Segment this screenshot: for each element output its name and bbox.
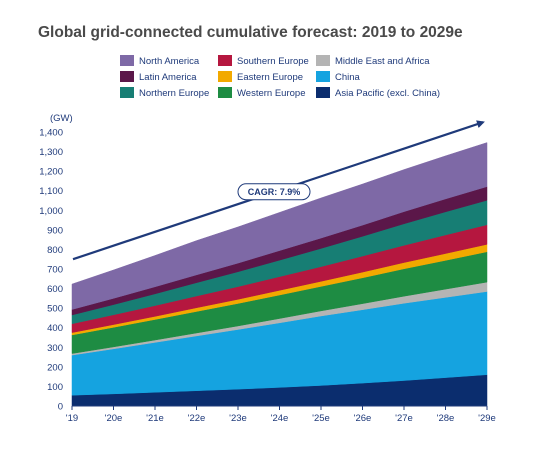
x-tick-label: '29e bbox=[478, 413, 496, 424]
legend-swatch bbox=[120, 71, 134, 82]
legend-label: North America bbox=[139, 56, 200, 67]
legend-item-middle-east-and-africa: Middle East and Africa bbox=[316, 55, 430, 67]
x-tick-label: '21e bbox=[146, 413, 164, 424]
legend-item-southern-europe: Southern Europe bbox=[218, 55, 309, 67]
legend-swatch bbox=[218, 55, 232, 66]
area-north-america bbox=[71, 142, 488, 310]
legend-item-latin-america: Latin America bbox=[120, 71, 197, 83]
legend-swatch bbox=[316, 71, 330, 82]
legend-swatch bbox=[316, 55, 330, 66]
legend-item-asia-pacific-excl-china: Asia Pacific (excl. China) bbox=[316, 87, 440, 99]
x-tick-label: '20e bbox=[105, 413, 123, 424]
y-tick-label: 1,300 bbox=[39, 147, 63, 158]
legend-label: Asia Pacific (excl. China) bbox=[335, 88, 440, 99]
x-tick-label: '27e bbox=[395, 413, 413, 424]
chart-title: Global grid-connected cumulative forecas… bbox=[38, 24, 463, 41]
y-tick-label: 700 bbox=[47, 265, 63, 276]
y-tick-label: 1,400 bbox=[39, 128, 63, 139]
cagr-label: CAGR: 7.9% bbox=[248, 187, 301, 197]
y-tick-label: 0 bbox=[58, 402, 63, 413]
legend-item-eastern-europe: Eastern Europe bbox=[218, 71, 303, 83]
x-tick-label: '26e bbox=[354, 413, 372, 424]
legend-swatch bbox=[218, 71, 232, 82]
legend-item-north-america: North America bbox=[120, 55, 200, 67]
y-tick-label: 1,200 bbox=[39, 167, 63, 178]
y-tick-label: 400 bbox=[47, 323, 63, 334]
legend-label: Western Europe bbox=[237, 88, 305, 99]
legend-item-china: China bbox=[316, 71, 361, 83]
legend: North America Southern Europe Middle East … bbox=[120, 55, 440, 99]
cagr-annotation: CAGR: 7.9% bbox=[72, 120, 485, 261]
y-tick-label: 900 bbox=[47, 225, 63, 236]
legend-label: China bbox=[335, 72, 361, 83]
legend-label: Latin America bbox=[139, 72, 197, 83]
x-tick-label: '23e bbox=[229, 413, 247, 424]
x-tick-label: '28e bbox=[437, 413, 455, 424]
y-tick-label: 600 bbox=[47, 284, 63, 295]
legend-swatch bbox=[218, 87, 232, 98]
y-tick-label: 800 bbox=[47, 245, 63, 256]
x-tick-label: '25e bbox=[312, 413, 330, 424]
y-tick-label: 100 bbox=[47, 382, 63, 393]
legend-item-northern-europe: Northern Europe bbox=[120, 87, 209, 99]
x-tick-label: '19 bbox=[66, 413, 78, 424]
y-tick-label: 500 bbox=[47, 304, 63, 315]
cagr-bubble bbox=[237, 183, 311, 201]
legend-swatch bbox=[120, 87, 134, 98]
y-tick-label: 300 bbox=[47, 343, 63, 354]
legend-label: Southern Europe bbox=[237, 56, 309, 67]
x-tick-label: '22e bbox=[188, 413, 206, 424]
legend-swatch bbox=[120, 55, 134, 66]
legend-label: Northern Europe bbox=[139, 88, 209, 99]
y-axis-unit: (GW) bbox=[50, 113, 73, 124]
y-tick-label: 1,100 bbox=[39, 186, 63, 197]
y-tick-label: 200 bbox=[47, 362, 63, 373]
plot-areas bbox=[71, 142, 488, 407]
legend-item-western-europe: Western Europe bbox=[218, 87, 305, 99]
x-tick-label: '24e bbox=[271, 413, 289, 424]
legend-label: Middle East and Africa bbox=[335, 56, 430, 67]
legend-label: Eastern Europe bbox=[237, 72, 303, 83]
legend-swatch bbox=[316, 87, 330, 98]
y-tick-label: 1,000 bbox=[39, 206, 63, 217]
axes: 0 100 200 300 400 500 600 700 800 900 1,000 1,100 1,… bbox=[39, 128, 496, 425]
